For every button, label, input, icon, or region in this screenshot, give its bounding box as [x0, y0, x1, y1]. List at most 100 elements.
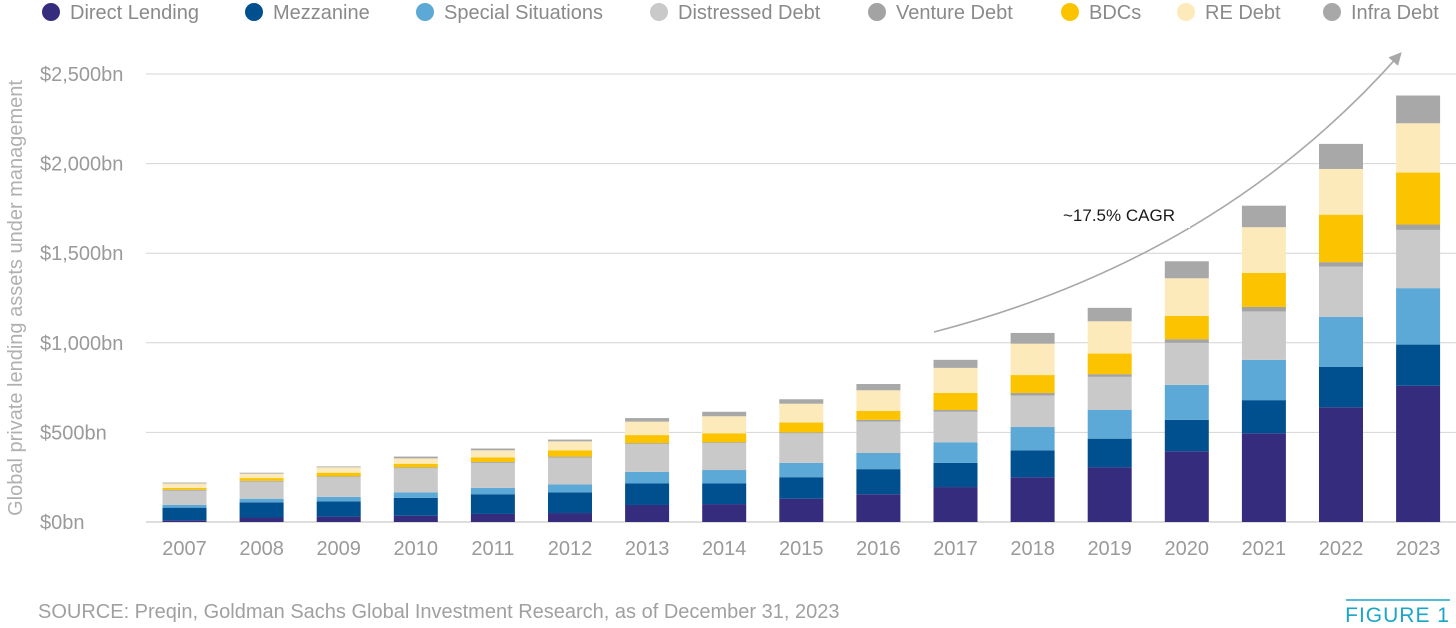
bar-stack	[856, 384, 901, 522]
bar-segment	[393, 456, 438, 459]
bar-segment	[393, 458, 438, 464]
bar-segment	[239, 498, 284, 503]
bar-segment	[239, 473, 284, 479]
bar-segment	[779, 403, 824, 423]
bar-segment	[1396, 385, 1441, 522]
bar-segment	[1319, 366, 1363, 408]
figure-label: FIGURE 1	[1345, 604, 1450, 627]
bar-segment	[470, 513, 515, 522]
bar-segment	[548, 513, 592, 522]
bar-segment	[1319, 266, 1363, 317]
legend-label: Mezzanine	[273, 2, 370, 24]
bar-segment	[316, 466, 361, 468]
legend-label: BDCs	[1089, 2, 1141, 24]
bar-segment	[162, 490, 207, 505]
bar-segment	[1164, 451, 1209, 522]
bar-segment	[625, 444, 670, 472]
bar-segment	[548, 439, 592, 442]
bar-segment	[779, 433, 824, 463]
bar-segment	[1010, 427, 1055, 451]
bar-segment	[856, 469, 901, 495]
bar-segment	[1010, 477, 1055, 522]
bar-stack	[470, 448, 515, 522]
legend-item: Special Situations	[416, 2, 603, 24]
bar-segment	[625, 443, 670, 445]
bar-segment	[702, 411, 747, 417]
bar-stack	[162, 482, 207, 522]
bar-segment	[625, 483, 670, 505]
bar-segment	[316, 496, 361, 502]
bar-segment	[625, 435, 670, 444]
bar-segment	[470, 457, 515, 462]
bar-stack	[933, 359, 978, 522]
bar-segment	[702, 442, 747, 444]
x-tick-label: 2023	[1396, 538, 1441, 560]
bar-segment	[1087, 321, 1132, 354]
bar-segment	[856, 421, 901, 454]
bar-segment	[1396, 224, 1441, 230]
bar-segment	[548, 484, 592, 493]
legend-swatch	[1177, 3, 1195, 21]
bar-segment	[162, 483, 207, 488]
bar-stack	[779, 399, 824, 522]
x-tick-label: 2016	[856, 538, 901, 560]
bar-segment	[779, 399, 824, 404]
bar-segment	[162, 489, 207, 491]
bar-segment	[1319, 407, 1363, 522]
bar-segment	[162, 520, 207, 522]
bar-segment	[779, 422, 824, 433]
bar-segment	[162, 487, 207, 490]
bar-segment	[548, 492, 592, 514]
legend-label: Venture Debt	[896, 2, 1013, 24]
bar-segment	[239, 480, 284, 482]
bar-segment	[702, 483, 747, 505]
bar-segment	[239, 478, 284, 481]
legend-item: Direct Lending	[42, 2, 199, 24]
bar-segment	[856, 419, 901, 422]
bar-stack	[1010, 332, 1055, 522]
bar-segment	[1396, 95, 1441, 124]
legend-item: BDCs	[1061, 2, 1141, 24]
legend-swatch	[245, 3, 263, 21]
bar-stack	[1164, 261, 1209, 522]
bar-segment	[393, 463, 438, 468]
cagr-arrow	[933, 52, 1402, 333]
x-tick-label: 2022	[1319, 538, 1364, 560]
bar-segment	[548, 457, 592, 485]
bar-segment	[856, 384, 901, 391]
y-tick-label: $2,500bn	[40, 64, 123, 86]
bar-segment	[1241, 359, 1286, 401]
y-axis-label: Global private lending assets under mana…	[5, 80, 27, 516]
bar-segment	[393, 468, 438, 493]
legend-label: Infra Debt	[1351, 2, 1439, 24]
bar-segment	[702, 443, 747, 471]
legend-label: Distressed Debt	[678, 2, 821, 24]
bar-segment	[470, 450, 515, 458]
bar-segment	[1087, 374, 1132, 377]
bar-segment	[933, 487, 978, 522]
bar-segment	[625, 418, 670, 422]
bar-segment	[316, 501, 361, 517]
bar-segment	[470, 494, 515, 514]
bar-segment	[239, 472, 284, 474]
bar-segment	[856, 390, 901, 411]
bar-segment	[625, 504, 670, 522]
bar-segment	[393, 492, 438, 498]
bar-segment	[1241, 306, 1286, 312]
bar-segment	[1396, 172, 1441, 225]
bar-segment	[1010, 332, 1055, 344]
legend-item: Distressed Debt	[650, 2, 821, 24]
x-tick-label: 2018	[1010, 538, 1055, 560]
bar-segment	[779, 432, 824, 434]
bar-segment	[1087, 467, 1132, 522]
x-tick-label: 2020	[1165, 538, 1210, 560]
x-tick-label: 2019	[1087, 538, 1132, 560]
x-tick-label: 2011	[471, 538, 514, 560]
x-tick-label: 2013	[625, 538, 670, 560]
bar-segment	[548, 456, 592, 458]
bar-segment	[162, 482, 207, 484]
bar-segment	[470, 487, 515, 495]
bar-segment	[548, 441, 592, 451]
x-tick-label: 2012	[548, 538, 593, 560]
